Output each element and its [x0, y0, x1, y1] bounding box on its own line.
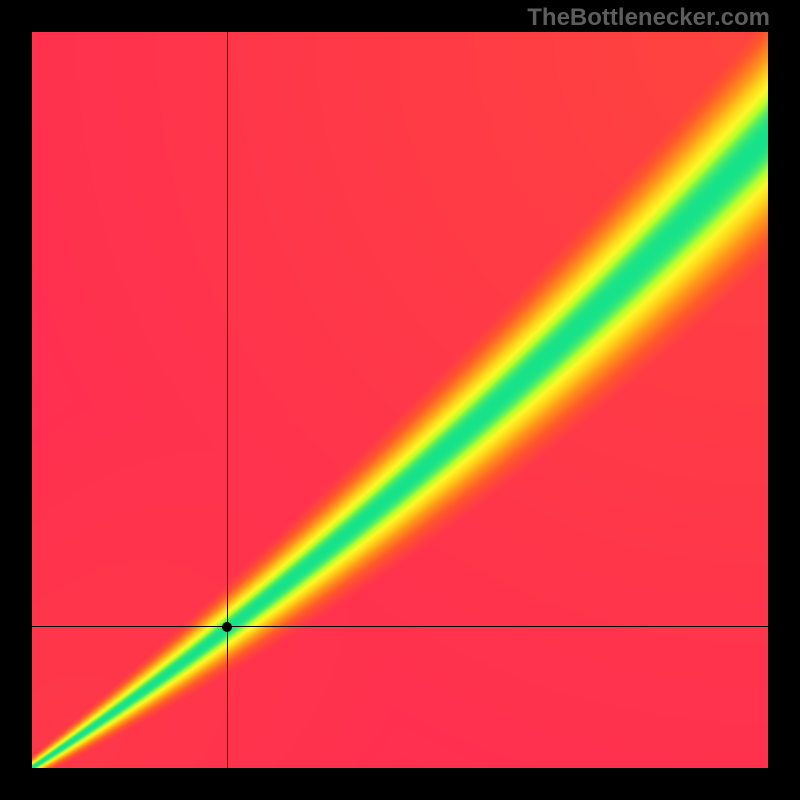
bottleneck-heatmap: [32, 32, 768, 768]
watermark-text: TheBottlenecker.com: [527, 4, 770, 32]
crosshair-horizontal: [32, 626, 768, 627]
marker-point: [222, 622, 232, 632]
chart-container: TheBottlenecker.com: [0, 0, 800, 800]
crosshair-vertical: [227, 32, 228, 768]
